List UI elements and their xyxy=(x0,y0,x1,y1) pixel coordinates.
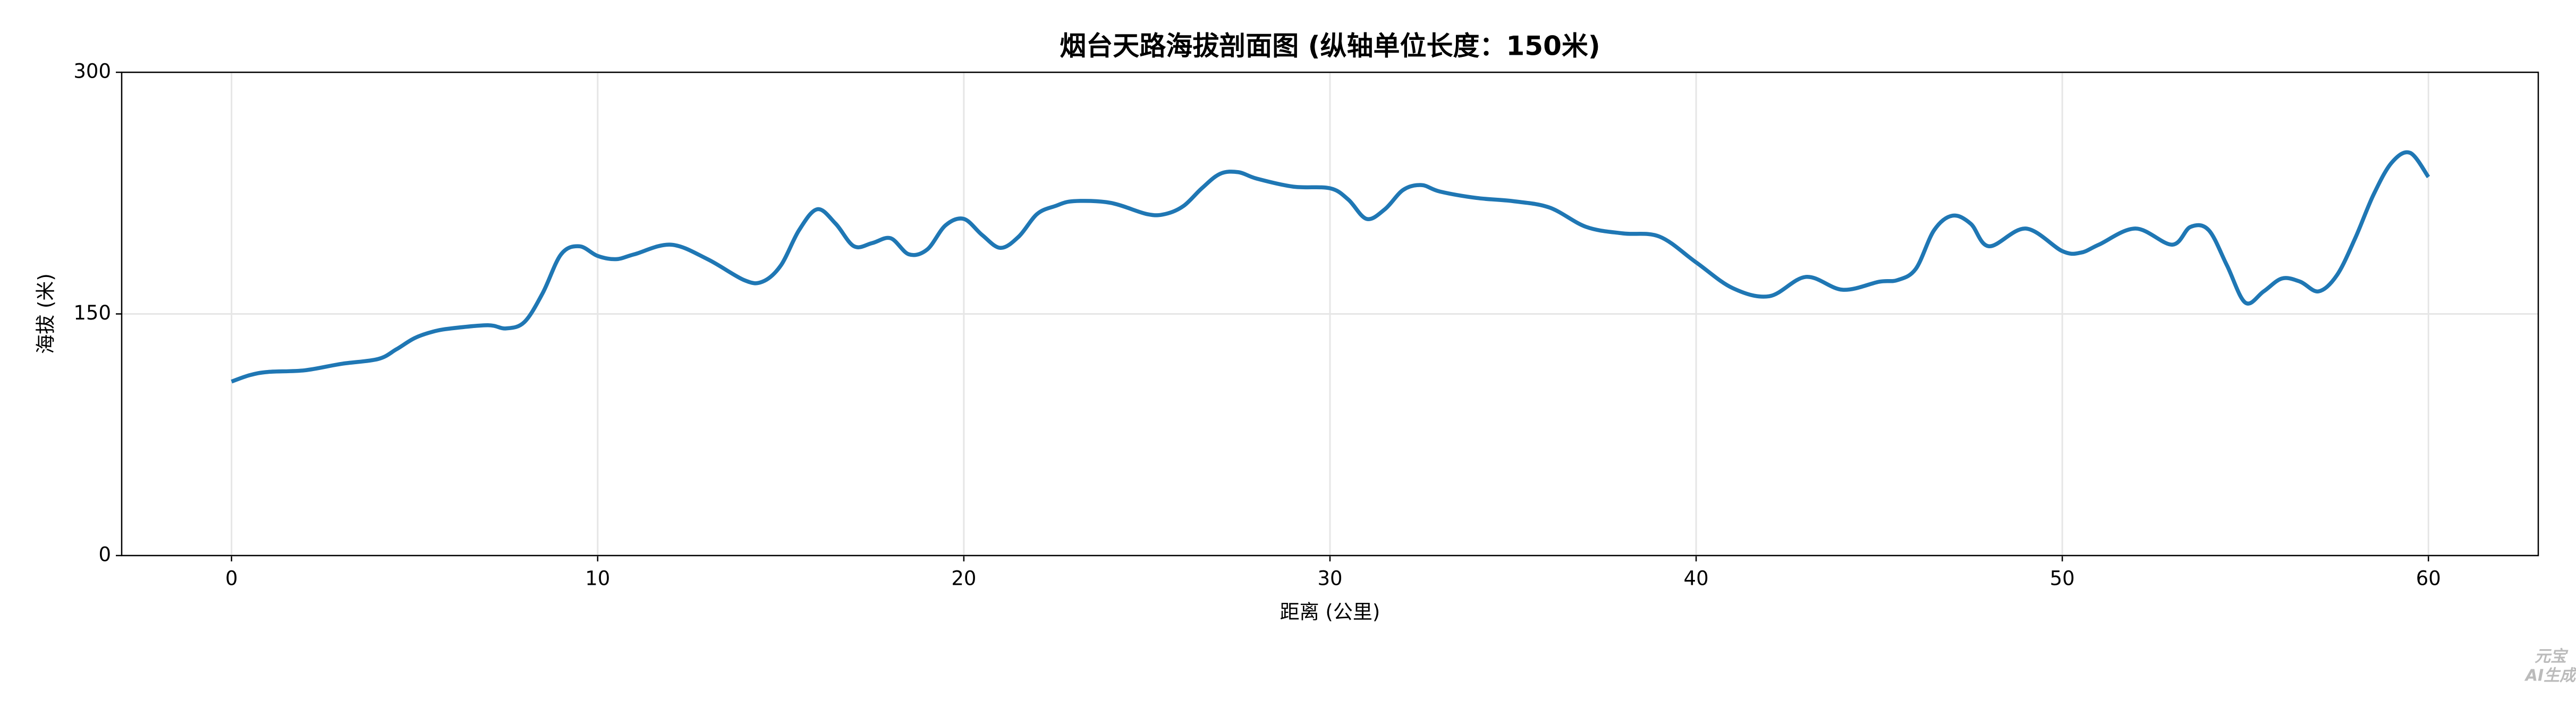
x-axis-label: 距离 (公里) xyxy=(1280,601,1380,624)
watermark: AI生成 xyxy=(2524,667,2576,685)
y-tick-label: 150 xyxy=(73,301,111,324)
y-tick-label: 0 xyxy=(98,543,111,566)
line xyxy=(231,150,2430,384)
watermark: 元宝 xyxy=(2535,648,2569,666)
y-axis-label: 海拔 (米) xyxy=(35,273,57,354)
x-tick-label: 0 xyxy=(225,567,238,590)
x-tick-label: 60 xyxy=(2416,567,2441,590)
x-tick-label: 30 xyxy=(1317,567,1342,590)
x-tick-label: 50 xyxy=(2050,567,2075,590)
x-tick-label: 10 xyxy=(585,567,610,590)
y-tick-label: 300 xyxy=(73,60,111,83)
x-tick-label: 20 xyxy=(951,567,976,590)
chart-title: 烟台天路海拔剖面图 (纵轴单位长度：150米) xyxy=(1060,31,1600,62)
x-tick-label: 40 xyxy=(1684,567,1709,590)
plot-frame xyxy=(121,71,2539,557)
